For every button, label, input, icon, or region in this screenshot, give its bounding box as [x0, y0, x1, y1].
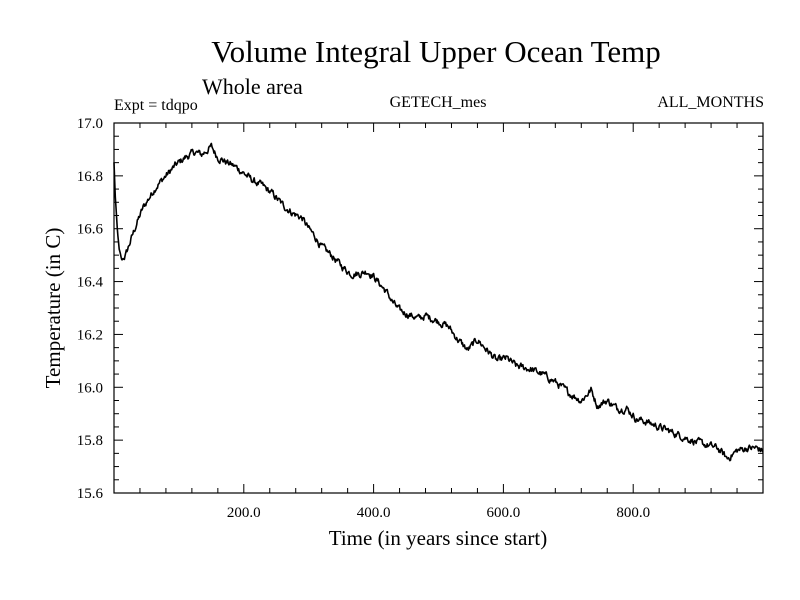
plot-frame	[113, 122, 764, 494]
y-tick-label: 16.8	[77, 169, 103, 185]
y-tick-label: 17.0	[77, 116, 103, 132]
experiment-label: Expt = tdqpo	[114, 97, 198, 114]
x-axis-ticks	[139, 123, 738, 493]
y-tick-label: 16.6	[77, 222, 104, 238]
x-tick-label: 600.0	[487, 505, 521, 521]
dataset-label: GETECH_mes	[390, 94, 487, 111]
x-axis-label: Time (in years since start)	[329, 526, 548, 550]
y-tick-label: 16.0	[77, 380, 103, 396]
x-axis-tick-labels: 200.0 400.0 600.0 800.0	[227, 505, 650, 521]
chart-subtitle: Whole area	[202, 74, 303, 99]
x-tick-label: 200.0	[227, 505, 261, 521]
y-tick-label: 15.8	[77, 433, 103, 449]
series-line	[113, 142, 764, 462]
months-label: ALL_MONTHS	[657, 94, 764, 111]
x-tick-label: 400.0	[357, 505, 391, 521]
y-axis-ticks	[114, 122, 763, 494]
chart-title: Volume Integral Upper Ocean Temp	[211, 34, 661, 69]
y-tick-label: 15.6	[77, 486, 104, 502]
y-axis-tick-labels: 15.6 15.8 16.0 16.2 16.4 16.6 16.8 17.0	[77, 116, 104, 502]
y-tick-label: 16.2	[77, 327, 103, 343]
y-tick-label: 16.4	[77, 275, 104, 291]
x-tick-label: 800.0	[616, 505, 650, 521]
y-axis-label: Temperature (in C)	[41, 228, 65, 389]
